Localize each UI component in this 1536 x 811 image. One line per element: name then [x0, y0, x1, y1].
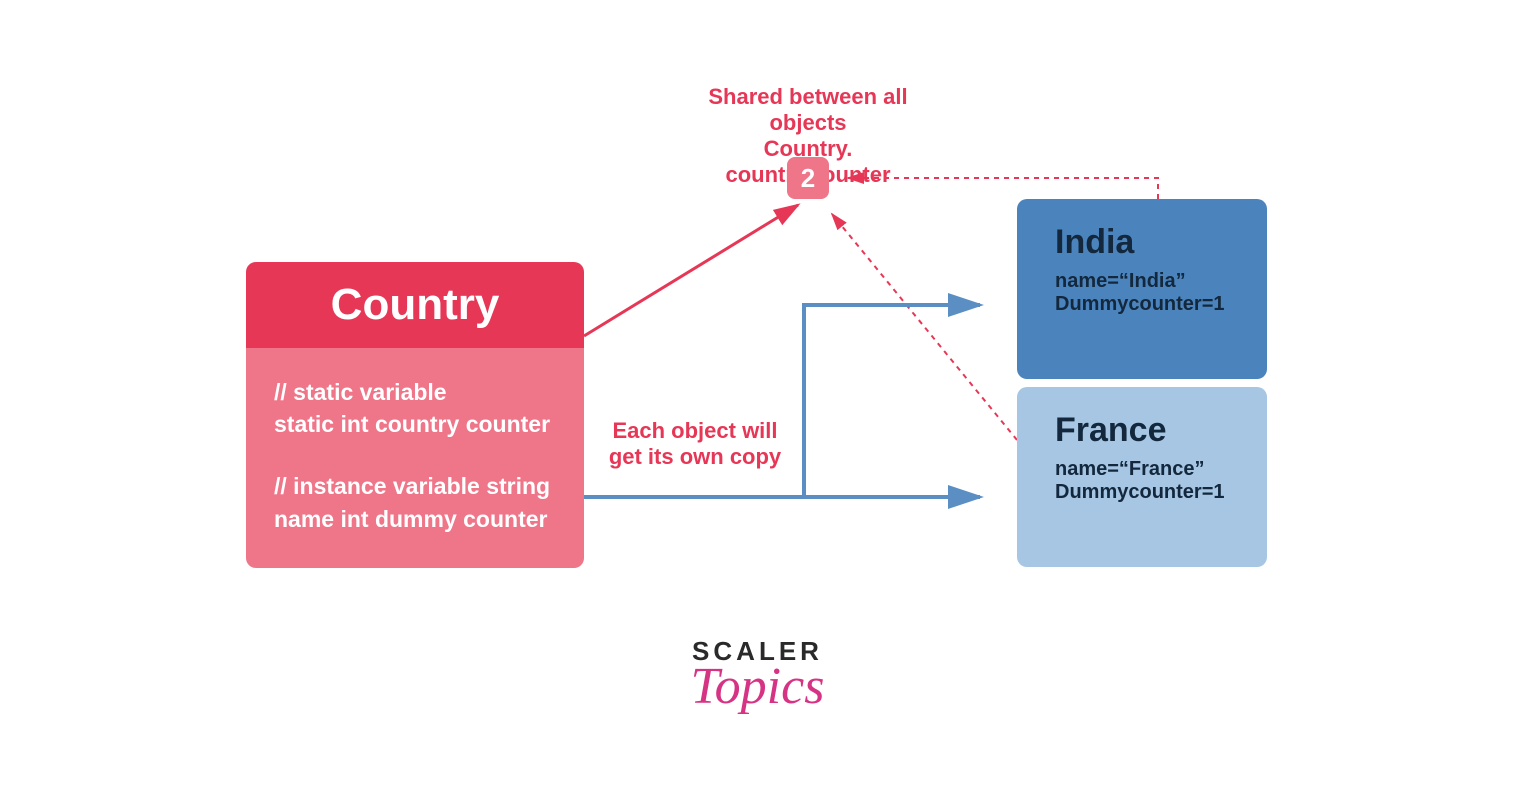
logo-topics-text: Topics: [680, 657, 835, 716]
france-line2: Dummycounter=1: [1055, 481, 1239, 504]
country-line3: // instance variable string: [274, 470, 556, 502]
each-label-line1: Each object will: [605, 418, 785, 444]
india-line2: Dummycounter=1: [1055, 293, 1239, 316]
france-object-box: France name=“France” Dummycounter=1: [1017, 387, 1267, 567]
each-object-label: Each object will get its own copy: [605, 418, 785, 470]
counter-box: 2: [787, 157, 829, 199]
counter-value: 2: [801, 163, 815, 194]
arrow-instance-to-india: [804, 305, 980, 497]
country-body: // static variable static int country co…: [246, 348, 584, 568]
india-title: India: [1055, 223, 1239, 262]
country-line2: static int country counter: [274, 408, 556, 440]
country-class-box: Country // static variable static int co…: [246, 262, 584, 568]
india-line1: name=“India”: [1055, 270, 1239, 293]
country-header-text: Country: [331, 280, 500, 329]
country-header: Country: [246, 262, 584, 348]
arrow-country-to-counter: [584, 205, 798, 336]
scaler-logo: SCALER Topics: [680, 636, 835, 716]
france-line1: name=“France”: [1055, 458, 1239, 481]
arrow-france-to-counter: [832, 214, 1017, 440]
india-object-box: India name=“India” Dummycounter=1: [1017, 199, 1267, 379]
france-title: France: [1055, 411, 1239, 450]
country-line4: name int dummy counter: [274, 503, 556, 535]
country-line1: // static variable: [274, 376, 556, 408]
each-label-line2: get its own copy: [605, 444, 785, 470]
shared-label-line1: Shared between all objects: [680, 84, 936, 136]
